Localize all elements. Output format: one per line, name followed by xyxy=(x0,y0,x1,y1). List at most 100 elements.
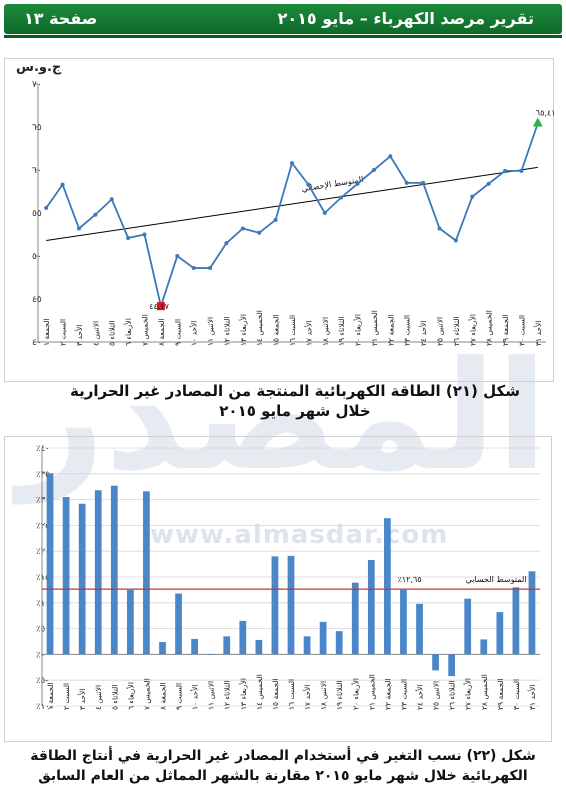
line-chart-point xyxy=(503,168,508,173)
watermark-logo: المصدر xyxy=(18,330,548,504)
line-chart-y-tick-label: ٧٠ xyxy=(32,80,42,90)
bar-chart-bar xyxy=(351,582,359,655)
line-chart-point xyxy=(486,181,491,186)
bar-chart-bar xyxy=(271,556,279,655)
page-number: صفحة ١٣ xyxy=(24,9,98,28)
line-chart-point xyxy=(388,154,393,159)
line-chart-x-tick-label: الأربعاء ٢٠ xyxy=(353,314,363,346)
bar-chart-x-tick-label: الخميس ٢٨ xyxy=(480,674,489,710)
line-chart-point xyxy=(257,230,262,235)
line-chart-point xyxy=(371,168,376,172)
line-chart-caption: شكل (٢١) الطاقة الكهربائية المنتجة من ال… xyxy=(70,382,520,420)
line-chart-point xyxy=(470,194,475,199)
bar-chart-x-tick-label: الأحد ١٧ xyxy=(302,685,312,710)
report-header: تقرير مرصد الكهرباء – مايو ٢٠١٥ صفحة ١٣ xyxy=(4,4,562,38)
bar-chart-x-tick-label: الاثنين ١١ xyxy=(207,681,216,710)
line-chart-x-tick-label: الثلاثاء ١٢ xyxy=(222,317,231,346)
header-underline xyxy=(4,35,562,38)
bar-chart-bar xyxy=(255,639,263,655)
line-chart-x-tick-label: الأحد ٣١ xyxy=(533,321,543,346)
line-chart-min-marker xyxy=(156,302,165,311)
line-chart-x-tick-label: السبت ٩ xyxy=(173,319,182,346)
line-chart-point xyxy=(126,235,131,240)
bar-chart-x-tick-label: الأربعاء ٢٠ xyxy=(350,678,360,710)
line-chart-x-tick-label: الثلاثاء ٥ xyxy=(108,321,117,346)
bar-chart-bar xyxy=(207,654,215,655)
line-chart-trend-line xyxy=(46,166,538,242)
line-chart-point xyxy=(109,197,114,202)
line-chart-max-marker xyxy=(532,117,543,127)
bar-chart-y-tick-label: ٣٥٪ xyxy=(36,470,50,480)
line-chart-x-tick-label: السبت ٣٠ xyxy=(517,315,526,346)
bar-chart-x-tick-label: الخميس ٢١ xyxy=(367,674,376,710)
line-chart-point xyxy=(453,238,458,243)
bar-chart-bar xyxy=(239,620,247,655)
bar-chart-bar xyxy=(528,571,536,655)
bar-chart-bar xyxy=(384,518,391,655)
bar-chart-bar xyxy=(319,621,327,655)
line-chart-x-tick-label: الخميس ٢١ xyxy=(370,310,379,346)
line-chart-x-tick-label: السبت ٢ xyxy=(59,319,68,346)
bar-chart-bar xyxy=(448,654,456,677)
bar-chart-x-tick-label: الأحد ٣١ xyxy=(527,685,537,710)
bar-chart-bar xyxy=(191,638,198,655)
line-chart-x-tick-label: الأحد ١٠ xyxy=(189,321,199,346)
bar-chart-average-label: المتوسط الحسابي xyxy=(466,575,527,584)
bar-chart-x-tick-label: الجمعة ٢٩ xyxy=(496,678,505,710)
bar-chart-average-value: ١٢,٦٥٪ xyxy=(398,575,422,584)
line-chart-x-tick-label: الاثنين ٢٥ xyxy=(435,317,444,346)
line-chart-x-tick-label: الثلاثاء ١٩ xyxy=(337,317,346,346)
bar-chart-x-tick-label: الأحد ٣ xyxy=(77,689,87,710)
line-chart-point xyxy=(191,266,196,271)
bar-chart-x-tick-label: الأربعاء ٢٧ xyxy=(463,678,473,710)
bar-chart-bar xyxy=(512,587,520,655)
bar-chart-y-tick-label: ٤٠٪ xyxy=(36,444,50,454)
bar-chart-bar xyxy=(303,636,311,655)
line-chart-x-tick-label: الجمعة ١٥ xyxy=(272,314,281,346)
bar-chart-bar xyxy=(367,559,375,655)
bar-chart-x-tick-label: الاثنين ٤ xyxy=(94,685,103,710)
bar-chart-bar xyxy=(496,612,504,655)
bar-chart-x-tick-label: السبت ١٦ xyxy=(287,679,296,710)
bar-chart-x-tick-label: الجمعة ٨ xyxy=(158,682,167,710)
line-chart-point xyxy=(290,161,294,166)
line-chart-x-tick-label: الأحد ٢٤ xyxy=(418,321,428,346)
line-chart-x-tick-label: الجمعة ٢٩ xyxy=(501,314,510,346)
bar-chart-y-tick-label: ٢٠٪ xyxy=(36,547,50,557)
line-chart-frame xyxy=(4,58,554,382)
line-chart-max-label: ٦٥,٤١ xyxy=(536,108,556,117)
line-chart-x-tick-label: الخميس ١٤ xyxy=(255,310,264,346)
bar-chart-bar xyxy=(175,593,182,655)
line-chart-x-tick-label: السبت ١٦ xyxy=(288,315,297,346)
bar-chart-x-tick-label: الاثنين ١٨ xyxy=(319,681,328,710)
bar-chart-y-tick-label: ١٠٪ xyxy=(36,599,50,609)
bar-chart-x-tick-label: السبت ٩ xyxy=(175,683,184,710)
bar-chart-y-tick-label: ٢٥٪ xyxy=(36,521,50,531)
line-chart-x-tick-label: الاثنين ٤ xyxy=(91,321,100,346)
line-chart-x-tick-label: الخميس ٢٨ xyxy=(485,310,494,346)
line-chart-x-tick-label: الجمعة ٢٢ xyxy=(386,314,395,346)
report-title: تقرير مرصد الكهرباء – مايو ٢٠١٥ xyxy=(277,9,534,28)
bar-chart-x-tick-label: الثلاثاء ١٩ xyxy=(335,681,344,710)
bar-chart-bar xyxy=(94,490,102,655)
bar-chart-x-tick-label: الخميس ١٤ xyxy=(255,674,264,710)
bar-chart-caption: شكل (٢٢) نسب التغير في أستخدام المصادر غ… xyxy=(30,748,536,784)
line-chart-x-tick-label: الأحد ٣ xyxy=(74,325,84,346)
bar-chart-bar xyxy=(46,473,54,655)
bar-chart-x-tick-label: الثلاثاء ١٢ xyxy=(223,681,232,710)
bar-chart-x-tick-label: السبت ٢٣ xyxy=(399,679,408,710)
bar-chart-bar xyxy=(464,598,472,655)
bar-chart-x-tick-label: الأربعاء ٦ xyxy=(125,682,135,710)
bar-chart-y-tick-label: -١٠٪ xyxy=(36,702,53,712)
line-chart-unit: ج.و.س xyxy=(16,60,62,75)
bar-chart-bar xyxy=(287,555,295,655)
bar-chart-bar xyxy=(432,654,439,671)
line-chart-point xyxy=(519,168,524,173)
line-chart-y-tick-label: ٥٠ xyxy=(32,252,42,262)
line-chart-point xyxy=(60,182,65,187)
line-chart-point xyxy=(44,205,49,210)
bar-chart-x-tick-label: الجمعة ١٥ xyxy=(271,678,280,710)
line-chart-x-tick-label: الأربعاء ٢٧ xyxy=(467,314,477,346)
bar-chart-bar xyxy=(159,642,166,655)
